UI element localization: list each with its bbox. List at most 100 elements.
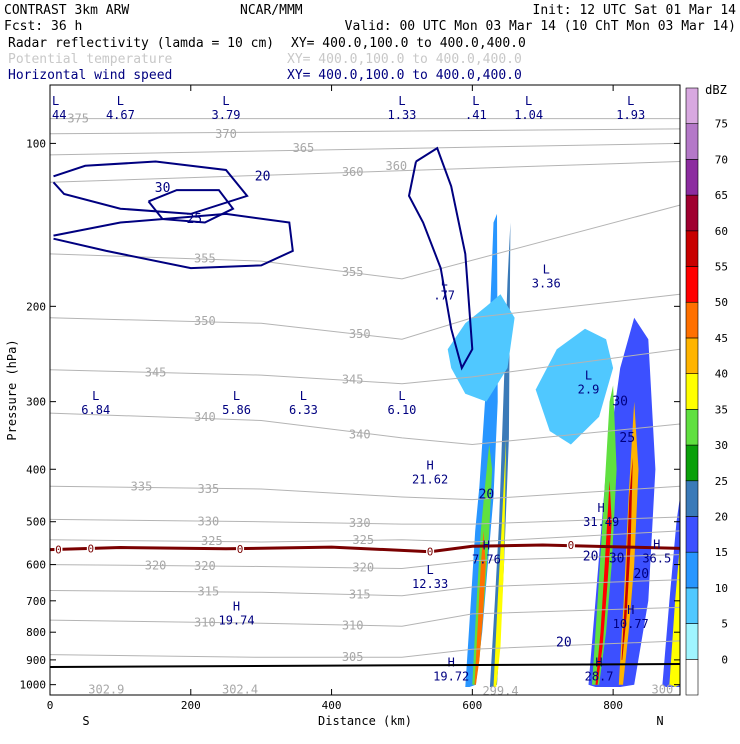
theta-label: 330 [198, 515, 220, 529]
theta-label: 340 [194, 410, 216, 424]
reflectivity-cell [493, 437, 507, 687]
theta-label: 370 [215, 127, 237, 141]
high-low-value: 10.77 [613, 617, 649, 631]
wind-label: 30 [155, 181, 171, 196]
high-low-marker: L5.86 [222, 389, 251, 417]
high-low-layer: L.44L4.67L3.79L1.33L.41L1.04L1.93L.77L3.… [45, 94, 671, 683]
zero-label-bg [86, 542, 95, 554]
colorbar-swatch [685, 658, 699, 696]
ground-line [50, 663, 680, 668]
zero-label-bg [426, 545, 435, 557]
colorbar-tick-label: 50 [715, 296, 728, 309]
y-tick-label: 500 [26, 516, 46, 529]
zero-label: 0 [88, 542, 95, 555]
high-low-letter: L [525, 94, 532, 108]
high-low-letter: L [398, 389, 405, 403]
colorbar-swatch [685, 337, 699, 374]
high-low-marker: H36.5 [642, 537, 671, 565]
wind-contour [52, 160, 249, 215]
colorbar-tick-label: 30 [715, 439, 728, 452]
theta-label: 320 [352, 561, 374, 575]
theta-contour [50, 530, 680, 543]
reflectivity-cell [474, 530, 486, 685]
y-tick-label: 300 [26, 396, 46, 409]
high-low-marker: L.41 [465, 94, 487, 122]
y-tick-label: 900 [26, 654, 46, 667]
wind-label: 25 [619, 431, 635, 446]
high-low-value: 1.93 [616, 108, 645, 122]
high-low-value: 12.33 [412, 577, 448, 591]
high-low-value: 6.84 [81, 403, 110, 417]
theta-label: 355 [342, 265, 364, 279]
colorbar-swatch [685, 587, 699, 624]
high-low-letter: L [222, 94, 229, 108]
wind-contour [53, 212, 294, 270]
colorbar-swatch [685, 123, 699, 160]
zero-label: 0 [568, 539, 575, 552]
colorbar-swatch [685, 373, 699, 410]
colorbar-tick-label: 55 [715, 261, 728, 274]
high-low-letter: L [441, 274, 448, 288]
high-low-letter: L [426, 563, 433, 577]
header-fcst-value: 36 h [51, 19, 82, 34]
wind-label: 20 [255, 169, 271, 184]
colorbar-tick-label: 40 [715, 368, 728, 381]
x-tick-label: 600 [462, 699, 482, 712]
theta-contour [50, 348, 680, 385]
colorbar-swatch [685, 516, 699, 553]
high-low-marker: H10.77 [613, 603, 649, 631]
high-low-letter: L [398, 94, 405, 108]
high-low-value: 3.36 [532, 277, 561, 291]
theta-contour [50, 412, 680, 446]
y-tick-label: 700 [26, 595, 46, 608]
high-low-letter: H [426, 458, 433, 472]
wind-label: 25 [186, 212, 202, 227]
colorbar-swatch [685, 266, 699, 303]
high-low-marker: L3.79 [212, 94, 241, 122]
colorbar-swatch [685, 444, 699, 482]
high-low-letter: L [585, 368, 592, 382]
zero-label-bg [54, 543, 63, 555]
colorbar-swatch [685, 194, 699, 232]
wind-label: 20 [633, 567, 649, 582]
colorbar-tick-label: 75 [715, 118, 728, 131]
zero-isotherm-layer: 0 0 0 0 0 [50, 538, 680, 559]
endpoint-right: N [656, 714, 663, 728]
high-low-value: 3.79 [212, 108, 241, 122]
header-fcst-label: Fcst: [4, 19, 43, 34]
y-tick-label: 1000 [20, 679, 47, 692]
high-low-value: 5.86 [222, 403, 251, 417]
high-low-letter: L [627, 94, 634, 108]
theta-label: 340 [349, 427, 371, 441]
x-axis-label: Distance (km) [318, 714, 412, 728]
zero-label: 0 [55, 544, 62, 557]
colorbar-tick-label: 45 [715, 332, 728, 345]
theta-label: 320 [194, 559, 216, 573]
high-low-letter: L [300, 389, 307, 403]
theta-label: 350 [194, 314, 216, 328]
high-low-letter: H [595, 655, 602, 669]
wind-contour [407, 146, 474, 371]
high-low-marker: L12.33 [412, 563, 448, 591]
field-xy-wind: XY= 400.0,100.0 to 400.0,400.0 [287, 68, 522, 83]
zero-label: 0 [237, 543, 244, 556]
x-tick-label: 400 [322, 699, 342, 712]
field-xy-reflectivity: XY= 400.0,100.0 to 400.0,400.0 [291, 36, 526, 51]
theta-label: 299.4 [482, 684, 518, 698]
theta-label: 305 [342, 650, 364, 664]
colorbar-swatch [685, 230, 699, 267]
high-low-marker: L.44 [45, 94, 67, 122]
high-low-value: .44 [45, 108, 67, 122]
theta-contour [50, 142, 680, 156]
colorbar-unit: dBZ [705, 83, 727, 97]
field-name-reflectivity: Radar reflectivity (lamda = 10 cm) [8, 36, 274, 51]
y-tick-label: 800 [26, 626, 46, 639]
high-low-marker: H19.72 [433, 655, 469, 683]
colorbar: 0 5 10 15 20 25 30 35 40 45 50 55 60 65 70 75 [685, 87, 728, 696]
high-low-value: 36.5 [642, 551, 671, 565]
theta-label: 310 [194, 616, 216, 630]
theta-contour [50, 554, 680, 570]
y-tick-label: 400 [26, 463, 46, 476]
